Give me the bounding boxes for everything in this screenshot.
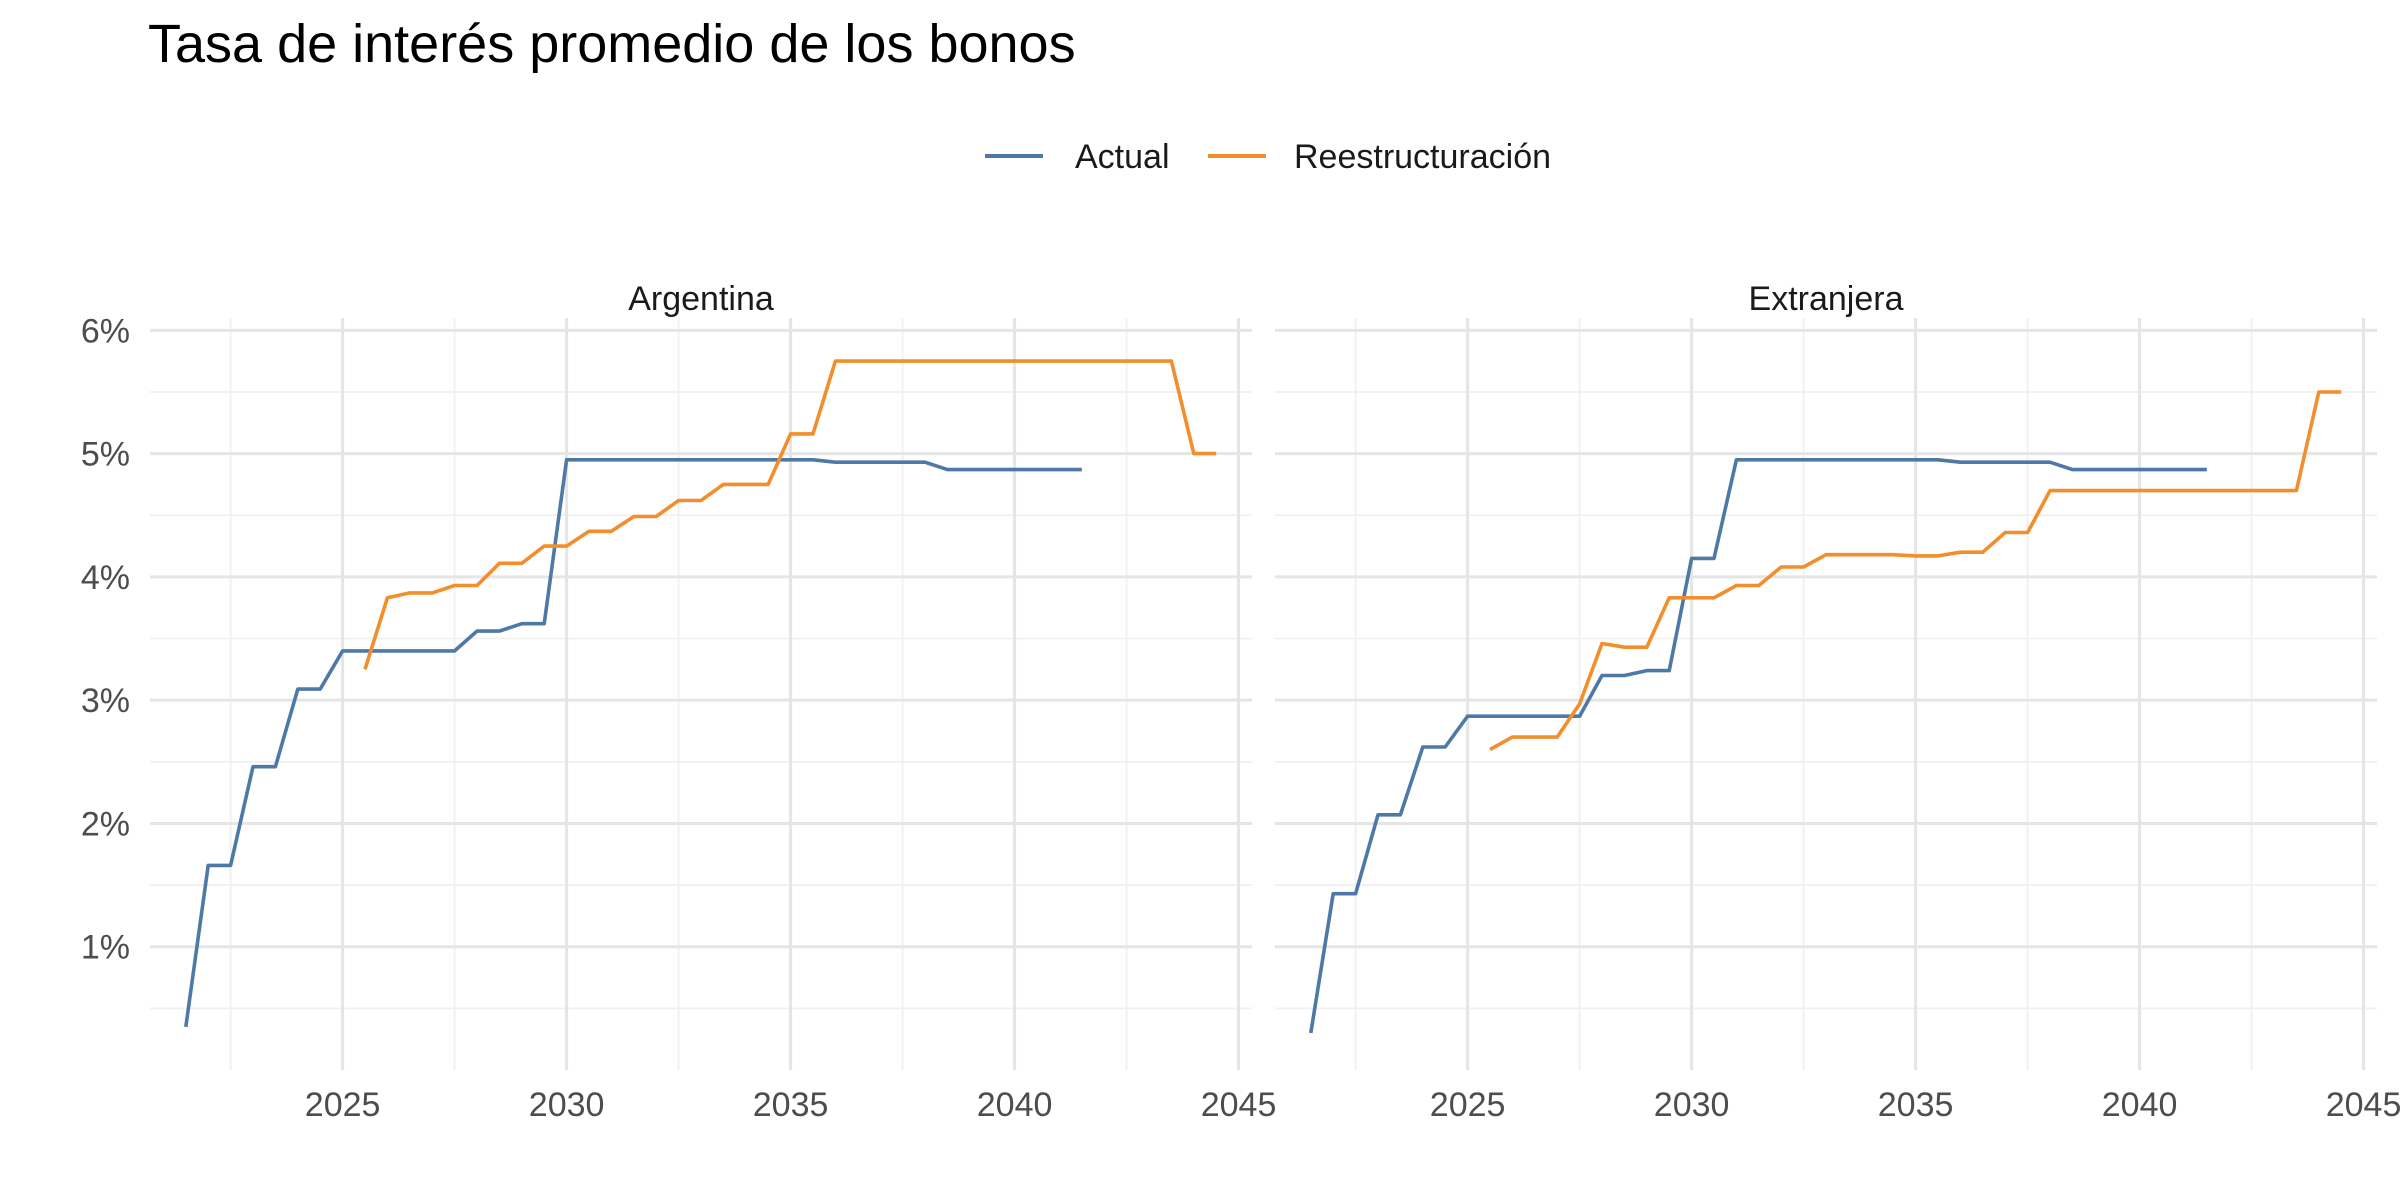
facet-argentina: Argentina 2025 2030 2035 2040 2045 1% 2% 3% 4% 5% 6…	[81, 280, 1277, 1124]
grid-extranjera	[1275, 318, 2377, 1070]
x-tick-label: 2025	[305, 1086, 381, 1124]
x-tick-label: 2030	[1654, 1086, 1730, 1124]
y-tick-label: 6%	[81, 312, 130, 350]
series-line-actual-extranjera	[1309, 458, 2207, 1034]
series-line-reestructuracion-argentina	[363, 359, 1217, 670]
legend-item-actual: Actual	[985, 138, 1170, 176]
x-tick-label: 2040	[2102, 1086, 2178, 1124]
series-line-reestructuracion-extranjera	[1489, 390, 2342, 752]
y-tick-label: 2%	[81, 805, 130, 843]
legend-label-reestructuracion: Reestructuración	[1294, 138, 1551, 176]
legend: Actual Reestructuración	[985, 138, 1551, 176]
y-tick-label: 5%	[81, 436, 130, 474]
x-tick-label: 2045	[2326, 1086, 2400, 1124]
grid-argentina	[150, 318, 1252, 1070]
legend-item-reestructuracion: Reestructuración	[1208, 138, 1551, 176]
x-tick-label: 2035	[1878, 1086, 1954, 1124]
x-tick-label: 2035	[753, 1086, 829, 1124]
x-tick-label: 2040	[977, 1086, 1053, 1124]
series-line-actual-argentina	[184, 458, 1082, 1028]
x-tick-label: 2030	[529, 1086, 605, 1124]
facet-extranjera: Extranjera 2025 2030 2035 2040 2045	[1275, 280, 2400, 1124]
y-tick-label: 3%	[81, 682, 130, 720]
x-tick-label: 2045	[1201, 1086, 1277, 1124]
chart-title: Tasa de interés promedio de los bonos	[148, 14, 1076, 74]
y-tick-label: 4%	[81, 559, 130, 597]
facet-panels: Argentina 2025 2030 2035 2040 2045 1% 2% 3% 4% 5% 6…	[81, 280, 2400, 1124]
legend-label-actual: Actual	[1075, 138, 1170, 176]
x-tick-label: 2025	[1430, 1086, 1506, 1124]
facet-label-argentina: Argentina	[628, 280, 774, 318]
facet-label-extranjera: Extranjera	[1749, 280, 1904, 318]
y-tick-label: 1%	[81, 929, 130, 967]
